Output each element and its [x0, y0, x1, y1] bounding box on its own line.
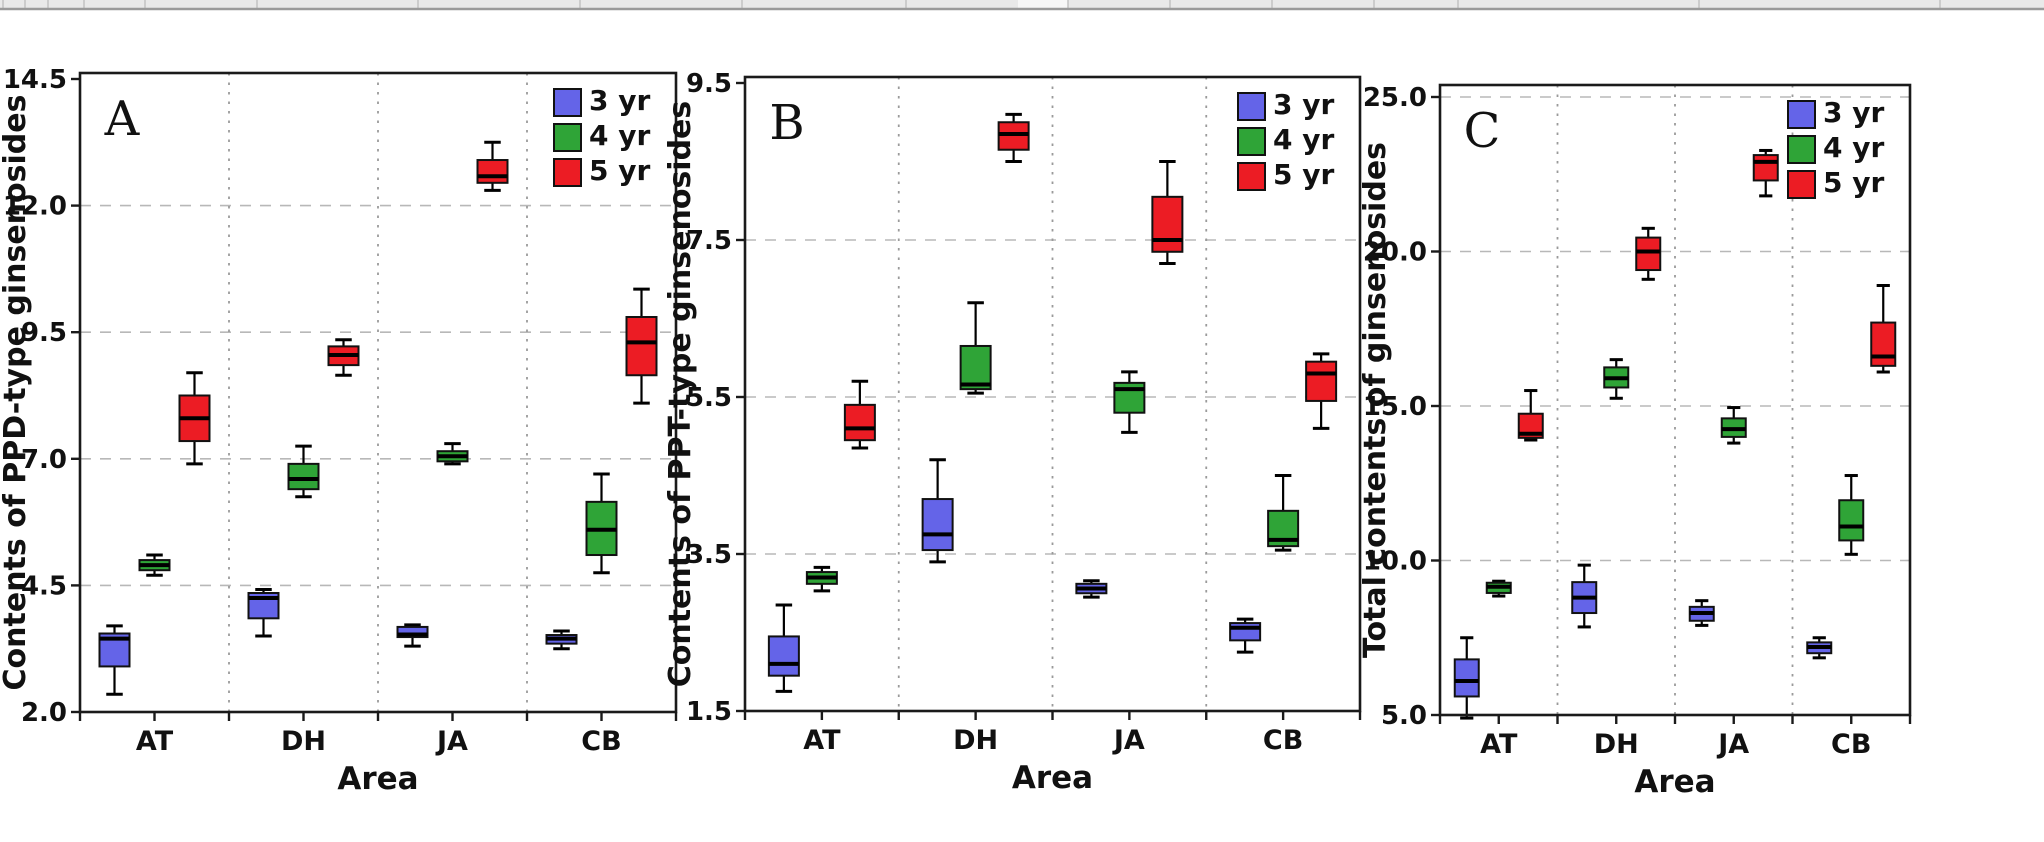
box-C-JA-5yr [1752, 154, 1779, 182]
box-B-AT-3yr [767, 635, 800, 677]
x-category-label-B-CB: CB [1263, 725, 1303, 756]
legend-swatch-B-5yr [1237, 162, 1266, 191]
y-tick-label-A: 9.5 [21, 318, 67, 348]
legend-label-A-5yr: 5 yr [589, 154, 650, 187]
legend-swatch-A-4yr [553, 123, 582, 152]
x-category-label-C-DH: DH [1594, 729, 1639, 760]
y-tick-label-A: 14.5 [3, 65, 67, 95]
box-B-DH-4yr [959, 344, 992, 391]
y-tick-label-A: 7.0 [21, 445, 67, 475]
box-B-JA-5yr [1151, 195, 1184, 253]
x-category-label-A-CB: CB [581, 726, 621, 757]
panel-letter-B: B [769, 95, 804, 151]
legend-swatch-A-3yr [553, 88, 582, 117]
y-tick-label-B: 1.5 [686, 697, 732, 727]
legend-swatch-B-3yr [1237, 92, 1266, 121]
y-tick-label-B: 9.5 [686, 69, 732, 99]
legend-label-C-3yr: 3 yr [1823, 96, 1884, 129]
x-category-label-B-DH: DH [953, 725, 998, 756]
y-tick-label-C: 20.0 [1363, 238, 1427, 268]
x-category-label-B-AT: AT [803, 725, 841, 756]
box-C-AT-3yr [1453, 658, 1480, 698]
box-B-CB-5yr [1305, 360, 1338, 402]
y-tick-label-A: 2.0 [21, 698, 67, 728]
legend-label-A-4yr: 4 yr [589, 119, 650, 152]
legend-label-B-4yr: 4 yr [1273, 123, 1334, 156]
box-A-DH-4yr [287, 462, 320, 491]
x-category-label-A-DH: DH [281, 726, 326, 757]
y-tick-label-C: 15.0 [1363, 392, 1427, 422]
box-A-JA-3yr [396, 625, 429, 639]
y-axis-title-C: Total contents of ginsenosides [1358, 142, 1393, 658]
x-category-label-A-AT: AT [136, 726, 174, 757]
box-A-JA-5yr [476, 159, 509, 184]
legend-swatch-C-4yr [1787, 135, 1816, 164]
x-category-label-C-AT: AT [1480, 729, 1518, 760]
box-B-CB-3yr [1229, 622, 1262, 642]
y-axis-title-B: Contents of PPT-type ginsenosides [663, 101, 698, 688]
legend-swatch-C-3yr [1787, 100, 1816, 129]
y-tick-label-C: 10.0 [1363, 547, 1427, 577]
x-category-label-C-JA: JA [1716, 729, 1749, 760]
box-B-AT-5yr [843, 403, 876, 442]
x-category-label-C-CB: CB [1831, 729, 1871, 760]
legend-label-B-5yr: 5 yr [1273, 158, 1334, 191]
panel-letter-C: C [1464, 103, 1501, 159]
x-axis-title-A: Area [337, 761, 418, 797]
box-C-CB-5yr [1870, 321, 1897, 367]
y-tick-label-B: 7.5 [686, 226, 732, 256]
y-tick-label-A: 12.0 [3, 192, 67, 222]
y-tick-label-C: 25.0 [1363, 83, 1427, 113]
box-A-CB-5yr [625, 316, 658, 377]
box-B-DH-3yr [921, 498, 954, 552]
legend-label-C-4yr: 4 yr [1823, 131, 1884, 164]
y-axis-title-A: Contents of PPD-type ginsenosides [0, 95, 33, 691]
box-C-CB-4yr [1838, 499, 1865, 542]
x-axis-title-C: Area [1634, 764, 1715, 800]
top-strip-light-segment [1018, 0, 1068, 8]
legend-swatch-A-5yr [553, 158, 582, 187]
y-tick-label-C: 5.0 [1381, 701, 1427, 731]
legend-label-C-5yr: 5 yr [1823, 166, 1884, 199]
y-tick-label-A: 4.5 [21, 571, 67, 601]
legend-label-A-3yr: 3 yr [589, 84, 650, 117]
y-tick-label-B: 5.5 [686, 383, 732, 413]
x-category-label-A-JA: JA [435, 726, 468, 757]
x-category-label-B-JA: JA [1112, 725, 1145, 756]
y-tick-label-B: 3.5 [686, 540, 732, 570]
panel-letter-A: A [104, 91, 141, 147]
legend-swatch-B-4yr [1237, 127, 1266, 156]
legend-swatch-C-5yr [1787, 170, 1816, 199]
box-C-DH-5yr [1635, 236, 1662, 272]
x-axis-title-B: Area [1012, 760, 1093, 796]
legend-label-B-3yr: 3 yr [1273, 88, 1334, 121]
